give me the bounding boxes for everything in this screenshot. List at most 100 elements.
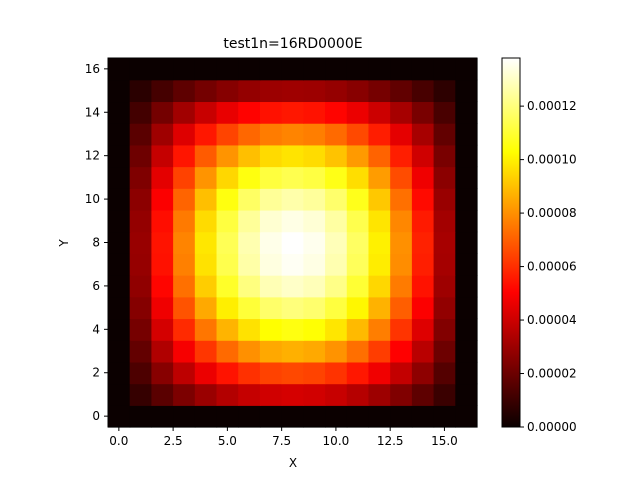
heatmap-cell bbox=[368, 405, 391, 428]
heatmap-cell bbox=[129, 405, 153, 428]
heatmap-cell bbox=[108, 405, 131, 428]
heatmap-cell bbox=[216, 166, 239, 189]
heatmap-cell bbox=[216, 405, 239, 428]
heatmap-cell bbox=[238, 253, 261, 276]
heatmap-cell bbox=[259, 209, 283, 233]
heatmap-cell bbox=[194, 58, 218, 81]
heatmap-cell bbox=[281, 405, 304, 428]
heatmap-cell bbox=[108, 144, 131, 168]
heatmap-cell bbox=[194, 275, 218, 298]
heatmap-cell bbox=[173, 101, 196, 124]
heatmap-cell bbox=[151, 188, 174, 211]
heatmap-cell bbox=[411, 405, 435, 428]
heatmap-cell bbox=[433, 79, 456, 103]
heatmap-cell bbox=[259, 296, 283, 320]
heatmap-cell bbox=[411, 253, 435, 276]
heatmap-cell bbox=[108, 296, 131, 320]
heatmap-cell bbox=[411, 101, 435, 124]
heatmap-cell bbox=[259, 58, 283, 81]
heatmap-cell bbox=[346, 361, 370, 385]
heatmap-cell bbox=[303, 101, 326, 124]
heatmap-cell bbox=[390, 340, 413, 363]
heatmap-cell bbox=[433, 101, 456, 124]
x-axis-label: X bbox=[289, 456, 297, 470]
heatmap-cell bbox=[433, 383, 456, 406]
heatmap-cell bbox=[368, 253, 391, 276]
heatmap-cell bbox=[238, 209, 261, 233]
heatmap-cell bbox=[194, 79, 218, 103]
heatmap-cell bbox=[303, 79, 326, 103]
heatmap-cell bbox=[433, 405, 456, 428]
heatmap-cell bbox=[238, 166, 261, 189]
heatmap-cell bbox=[368, 275, 391, 298]
heatmap-cell bbox=[433, 253, 456, 276]
heatmap-cell bbox=[368, 209, 391, 233]
heatmap-cell bbox=[129, 318, 153, 341]
heatmap-cell bbox=[108, 166, 131, 189]
y-tick-label: 2 bbox=[92, 366, 100, 380]
heatmap-cell bbox=[194, 296, 218, 320]
heatmap-cell bbox=[390, 166, 413, 189]
heatmap-cell bbox=[411, 58, 435, 81]
heatmap-cell bbox=[455, 79, 478, 103]
x-tick-label: 12.5 bbox=[377, 434, 404, 448]
heatmap-cell bbox=[281, 123, 304, 146]
heatmap-cell bbox=[368, 166, 391, 189]
heatmap-cell bbox=[346, 101, 370, 124]
heatmap-cell bbox=[151, 361, 174, 385]
heatmap-cell bbox=[129, 101, 153, 124]
heatmap-cell bbox=[259, 188, 283, 211]
heatmap-cell bbox=[455, 209, 478, 233]
heatmap-cell bbox=[238, 340, 261, 363]
y-tick-label: 14 bbox=[85, 105, 100, 119]
colorbar-tick-label: 0.00006 bbox=[527, 260, 577, 274]
heatmap-cell bbox=[325, 144, 348, 168]
heatmap-cell bbox=[455, 101, 478, 124]
heatmap-cell bbox=[346, 340, 370, 363]
heatmap-cell bbox=[216, 123, 239, 146]
heatmap-cell bbox=[281, 79, 304, 103]
y-tick-label: 12 bbox=[85, 149, 100, 163]
heatmap-cell bbox=[129, 231, 153, 254]
heatmap-cell bbox=[173, 144, 196, 168]
heatmap-cell bbox=[259, 123, 283, 146]
heatmap-cell bbox=[173, 383, 196, 406]
colorbar-ticks: 0.00000 0.00002 0.00004 0.00006 0.00008 0.000… bbox=[520, 99, 577, 434]
heatmap-cell bbox=[455, 340, 478, 363]
heatmap-cell bbox=[238, 296, 261, 320]
x-tick-label: 0.0 bbox=[109, 434, 128, 448]
heatmap-cell bbox=[325, 79, 348, 103]
heatmap-cell bbox=[346, 123, 370, 146]
heatmap-cell bbox=[390, 296, 413, 320]
heatmap-cell bbox=[303, 58, 326, 81]
heatmap-cell bbox=[259, 253, 283, 276]
x-tick-label: 2.5 bbox=[164, 434, 183, 448]
heatmap-cell bbox=[194, 188, 218, 211]
heatmap-cell bbox=[455, 166, 478, 189]
heatmap-cell bbox=[173, 231, 196, 254]
heatmap-cell bbox=[455, 361, 478, 385]
heatmap-cell bbox=[216, 318, 239, 341]
heatmap-cell bbox=[390, 318, 413, 341]
heatmap-cell bbox=[325, 253, 348, 276]
heatmap-cell bbox=[216, 144, 239, 168]
heatmap-cell bbox=[433, 188, 456, 211]
heatmap-cell bbox=[390, 188, 413, 211]
heatmap-cell bbox=[194, 383, 218, 406]
heatmap-cell bbox=[346, 166, 370, 189]
heatmap-cell bbox=[411, 340, 435, 363]
heatmap-cell bbox=[173, 166, 196, 189]
heatmap-cell bbox=[325, 123, 348, 146]
heatmap-cell bbox=[259, 405, 283, 428]
heatmap-cell bbox=[216, 188, 239, 211]
heatmap-cell bbox=[216, 231, 239, 254]
heatmap-cell bbox=[390, 79, 413, 103]
heatmap-cell bbox=[151, 58, 174, 81]
heatmap-cell bbox=[368, 188, 391, 211]
heatmap-cell bbox=[411, 209, 435, 233]
heatmap-cell bbox=[259, 361, 283, 385]
heatmap-cell bbox=[129, 361, 153, 385]
heatmap-cell bbox=[433, 144, 456, 168]
y-tick-label: 6 bbox=[92, 279, 100, 293]
